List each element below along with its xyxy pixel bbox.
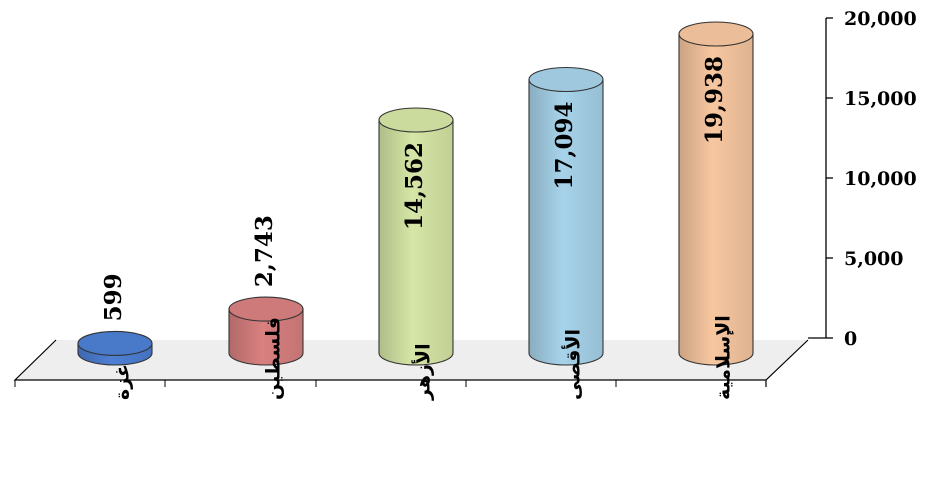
bars: 599 2,743 14,562 17,094 19,938 [77,21,754,366]
bar-body [228,308,304,366]
y-axis: 0 5,000 10,000 15,000 20,000 [808,8,917,350]
bar-value-label: 2,743 [251,215,278,287]
category-labels: غزة فلسطين الأزهر الأقصى الإسلامية [112,315,735,401]
category-label: الإسلامية [713,315,735,400]
bar-value-label: 17,094 [551,101,578,189]
bar-value-label: 599 [100,273,127,321]
bar-3: 17,094 [528,66,604,366]
bar-value-label: 14,562 [401,142,428,230]
bar-top [378,107,454,133]
bar-top [77,330,153,356]
bar-value-label: 19,938 [701,56,728,144]
bar-4: 19,938 [678,21,754,366]
y-tick-label: 20,000 [844,8,917,30]
bar-2: 14,562 [378,107,454,366]
category-label: فلسطين [263,317,285,400]
floor-edge [13,339,809,381]
bar-body [678,33,754,366]
y-tick-label: 0 [844,328,857,350]
category-label: الأقصى [562,329,585,400]
y-tick-label: 15,000 [844,88,917,110]
bar-body [528,78,604,366]
category-label: الأزهر [412,343,435,401]
bar-top [228,296,304,322]
bar-0: 599 [77,273,153,366]
y-tick-label: 5,000 [844,248,904,270]
bar-top [528,66,604,93]
category-label: غزة [112,364,134,400]
y-tick-label: 10,000 [844,168,917,190]
bar-1: 2,743 [228,215,304,366]
bar-top [678,21,754,47]
bar-body [378,119,454,366]
